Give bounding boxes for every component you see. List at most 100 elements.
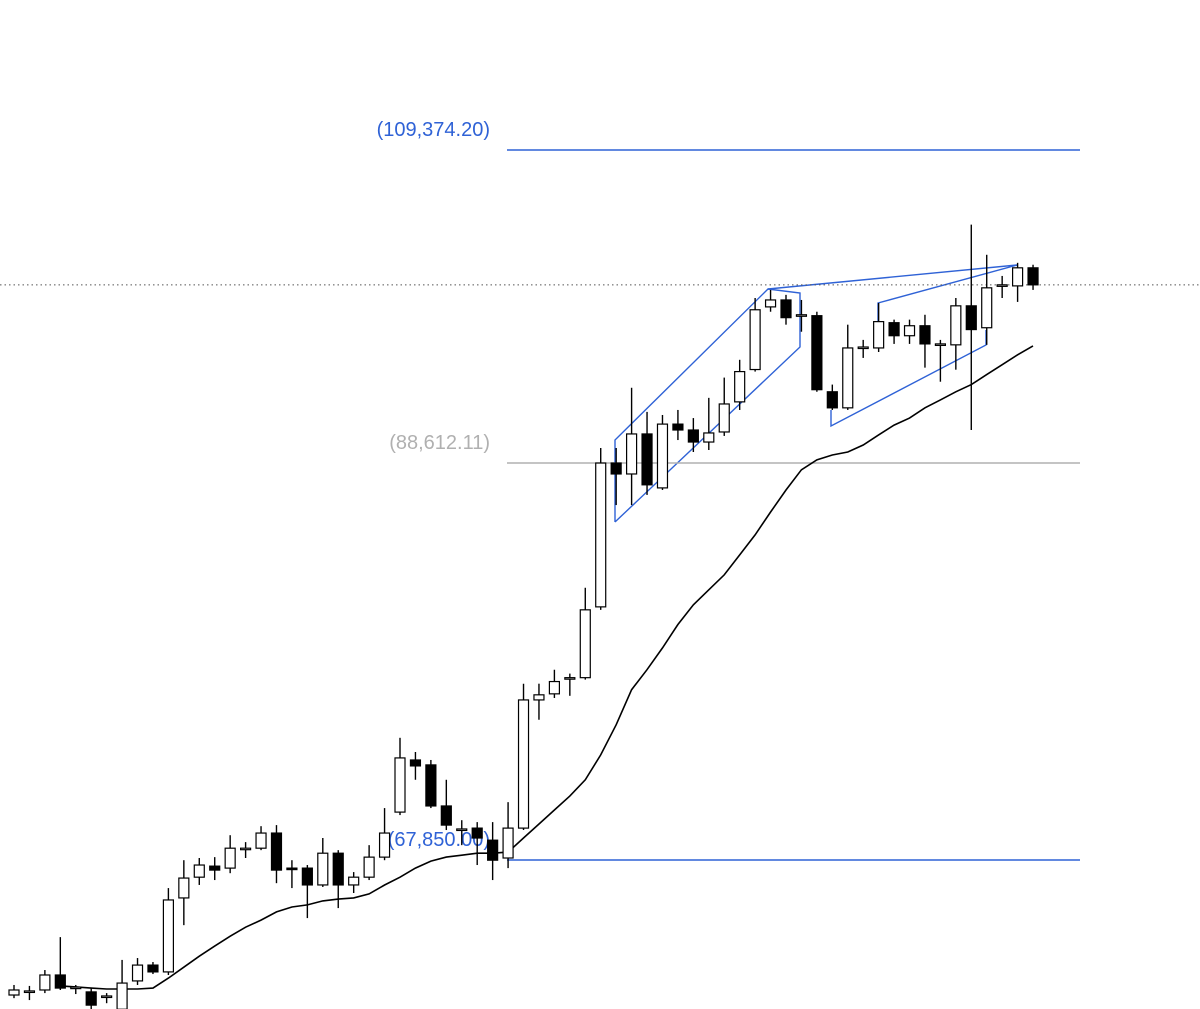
candle [270, 825, 283, 884]
candle-body [919, 325, 931, 345]
level-label: (109,374.20) [377, 119, 490, 141]
candle [857, 339, 869, 358]
candle [70, 984, 82, 995]
candle [193, 858, 205, 885]
candle [147, 962, 159, 975]
candle [734, 359, 746, 410]
candle-body [703, 432, 715, 443]
level-label: (67,850.00) [388, 829, 490, 851]
candle-body [579, 609, 591, 679]
candle [764, 289, 777, 312]
wedge-lower [830, 330, 987, 428]
candle [301, 865, 313, 919]
candle-body [734, 370, 746, 403]
candle-body [131, 964, 144, 982]
candle [996, 275, 1008, 299]
candle [332, 850, 344, 909]
candle [101, 993, 113, 1004]
candle [363, 845, 375, 881]
candle-body [857, 346, 869, 350]
candle [903, 319, 916, 344]
candle [672, 409, 684, 441]
candle-body [348, 876, 360, 886]
candle-body [301, 867, 313, 886]
candle [934, 339, 947, 382]
candle-body [1011, 267, 1024, 287]
candle [749, 298, 761, 372]
candle-body [317, 852, 329, 886]
candle [595, 447, 607, 610]
candle [919, 314, 931, 368]
candle-body [456, 828, 468, 832]
candle-body [996, 284, 1008, 287]
candle-body [533, 694, 545, 701]
candle-body [54, 974, 66, 989]
trendlines [614, 264, 1018, 523]
candle-body [903, 325, 916, 337]
candle-body [193, 864, 205, 878]
candle [39, 970, 51, 994]
candle-body [378, 832, 391, 858]
candle-body [240, 847, 252, 851]
candle-body [780, 299, 792, 319]
candle [456, 820, 468, 846]
candle-body [625, 433, 638, 475]
candle-body [873, 321, 885, 349]
candle [780, 294, 792, 325]
candle-body [548, 680, 561, 695]
candle [718, 377, 730, 436]
candle-body [85, 991, 97, 1006]
candle [811, 311, 823, 392]
candle [378, 808, 391, 861]
candle-body [826, 391, 838, 409]
candle-body [332, 852, 344, 886]
candle-body [147, 964, 159, 973]
candle-body [764, 299, 777, 308]
candle [425, 759, 437, 809]
candle [795, 299, 808, 332]
candle-body [286, 867, 298, 871]
candle [548, 669, 561, 698]
candle-body [178, 877, 190, 899]
candle [687, 418, 699, 452]
candle [255, 826, 267, 851]
candle [502, 802, 514, 869]
candle [564, 673, 576, 696]
level-label: (88,612.11) [389, 432, 490, 454]
candle [54, 937, 66, 990]
candle [409, 752, 422, 780]
candle-body [749, 309, 761, 371]
candle [348, 872, 360, 893]
trendline [767, 264, 1018, 290]
candle-body [116, 982, 128, 1009]
candle [440, 779, 452, 831]
candle [162, 888, 174, 975]
candle-body [950, 305, 962, 346]
candle-body [811, 315, 823, 391]
candle-body [8, 989, 20, 996]
candle-body [70, 986, 82, 990]
candle [579, 587, 591, 680]
candle [1011, 262, 1024, 302]
candle-body [564, 677, 576, 680]
candle-body [487, 839, 499, 861]
candle-body [394, 757, 406, 813]
candle-body [672, 423, 684, 431]
candle [286, 860, 298, 889]
candle [641, 411, 653, 495]
candle [487, 822, 499, 881]
candle-body [687, 429, 699, 443]
candle-body [718, 403, 730, 433]
candle-body [270, 832, 283, 871]
candle-body [224, 847, 236, 869]
candle [610, 447, 622, 506]
candle-body [162, 899, 174, 973]
candle-body [101, 995, 113, 999]
candle [240, 842, 252, 859]
candle [656, 414, 669, 490]
candle-body [209, 865, 221, 871]
candle [703, 397, 715, 450]
candle-body [656, 423, 669, 489]
